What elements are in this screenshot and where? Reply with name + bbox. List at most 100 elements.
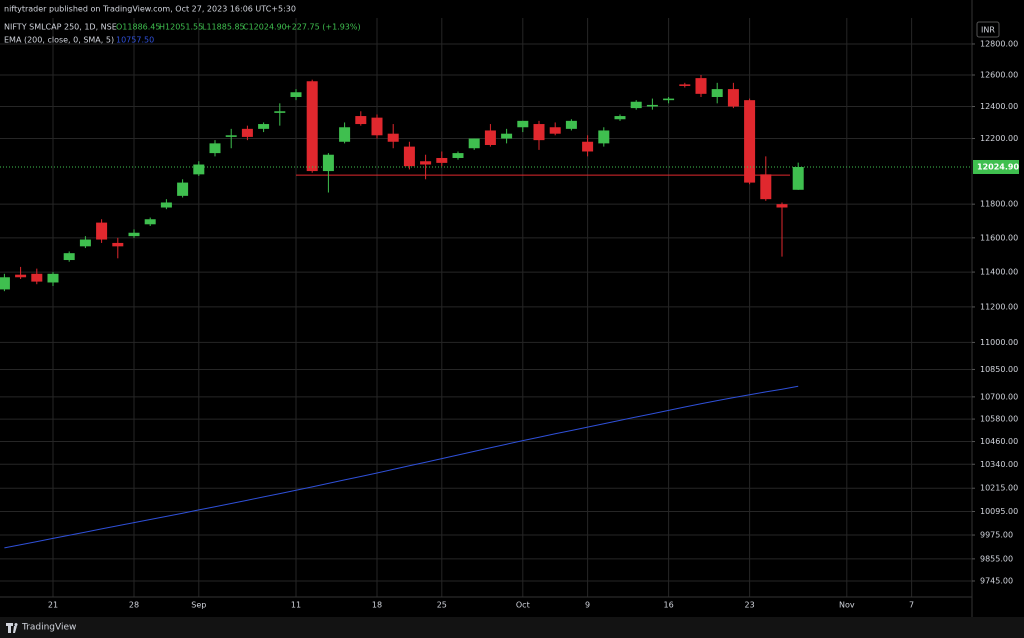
candle-body (501, 133, 513, 139)
x-tick-label: 16 (664, 601, 674, 610)
y-tick-label: 9855.00 (980, 554, 1013, 563)
x-tick-label: 11 (291, 601, 301, 610)
y-tick-label: 10095.00 (980, 507, 1018, 516)
candle-body (468, 138, 480, 149)
candle-body (160, 202, 172, 208)
logo (6, 623, 18, 633)
candle-body (436, 157, 448, 163)
candle-body (371, 117, 383, 136)
candle-body (646, 104, 658, 107)
y-tick-label: 10340.00 (980, 460, 1018, 469)
currency-button[interactable] (976, 21, 1000, 38)
x-tick-label: Oct (516, 601, 530, 610)
candle-body (549, 127, 561, 134)
x-tick-label: 25 (437, 601, 447, 610)
symbol: NIFTY SMLCAP 250, 1D, NSE (4, 23, 117, 32)
candle-body (355, 116, 367, 125)
brand: TradingView (21, 623, 76, 633)
candle-body (582, 141, 594, 152)
candle-body (452, 153, 464, 158)
y-tick-label: 10215.00 (980, 484, 1018, 493)
candle-body (31, 273, 43, 282)
change-text: +227.75 (+1.93%) (285, 23, 361, 32)
x-tick-label: 23 (745, 601, 755, 610)
candle-body (290, 92, 302, 97)
candle-body (258, 124, 270, 129)
candle-body (420, 161, 432, 165)
candle-body (0, 277, 10, 290)
candle-body (403, 146, 415, 167)
candle-body (177, 182, 189, 196)
candle-body (79, 239, 91, 247)
candle-body (63, 253, 75, 261)
y-tick-label: 10460.00 (980, 437, 1018, 446)
candle-body (711, 89, 723, 97)
candle-body (679, 84, 691, 86)
candle-body (598, 130, 610, 144)
y-tick-label: 12600.00 (980, 70, 1018, 79)
y-tick-label: 12400.00 (980, 102, 1018, 111)
ema-line (4, 385, 799, 549)
y-tick-label: 11000.00 (980, 338, 1018, 347)
candle-body (744, 100, 756, 183)
candle-body (112, 242, 124, 247)
y-tick-label: 11400.00 (980, 268, 1018, 277)
candle-body (776, 204, 788, 208)
candle-body (225, 135, 237, 137)
candle-body (387, 133, 399, 142)
candle-body (533, 124, 545, 141)
candle-body (193, 164, 205, 175)
candle-body (695, 78, 707, 94)
y-tick-label: 11800.00 (980, 200, 1018, 209)
candle-body (209, 143, 221, 154)
high-text: H12051.55 (159, 23, 203, 32)
candle-body (47, 273, 59, 283)
candle-body (727, 89, 739, 107)
currency[interactable]: INR (981, 26, 995, 35)
open-text: O11886.45 (116, 23, 160, 32)
x-tick-label: Sep (191, 601, 206, 610)
candle-body (306, 81, 318, 172)
ema-name: EMA (200, close, 0, SMA, 5) (4, 36, 114, 45)
y-tick-label: 11600.00 (980, 233, 1018, 242)
candle-body (128, 232, 140, 237)
candle-body (760, 174, 772, 200)
candle-body (322, 154, 334, 172)
candle-body (144, 219, 156, 225)
low-text: L11885.85 (202, 23, 245, 32)
y-tick-label: 12200.00 (980, 134, 1018, 143)
y-tick-label: 9975.00 (980, 531, 1013, 540)
candle-body (274, 111, 286, 113)
x-tick-label: 28 (129, 601, 139, 610)
y-tick-label: 9745.00 (980, 576, 1013, 585)
footer (0, 617, 1024, 638)
y-tick-label: 12800.00 (980, 39, 1018, 48)
candle-body (517, 120, 529, 128)
candle-body (792, 166, 804, 190)
publisher: niftytrader published on TradingView.com… (4, 5, 296, 14)
candle-body (663, 98, 675, 101)
x-tick-label: Nov (839, 601, 855, 610)
y-tick-label: 11200.00 (980, 302, 1018, 311)
candle-body (565, 120, 577, 129)
y-tick-label: 10700.00 (980, 392, 1018, 401)
y-tick-label: 10580.00 (980, 415, 1018, 424)
candle-body (484, 130, 496, 145)
x-tick-label: 7 (909, 601, 914, 610)
candle-body (614, 116, 626, 120)
last-price-label: 12024.90 (977, 162, 1019, 171)
close-text: C12024.90 (243, 23, 287, 32)
x-tick-label: 9 (585, 601, 590, 610)
candle-body (630, 101, 642, 109)
x-tick-label: 18 (372, 601, 382, 610)
x-tick-label: 21 (48, 601, 58, 610)
ema-value: 10757.50 (116, 36, 154, 45)
candle-body (241, 128, 253, 137)
candle-body (339, 127, 351, 142)
y-tick-label: 10850.00 (980, 365, 1018, 374)
last-price-box (973, 159, 1019, 174)
candle-body (96, 222, 108, 240)
